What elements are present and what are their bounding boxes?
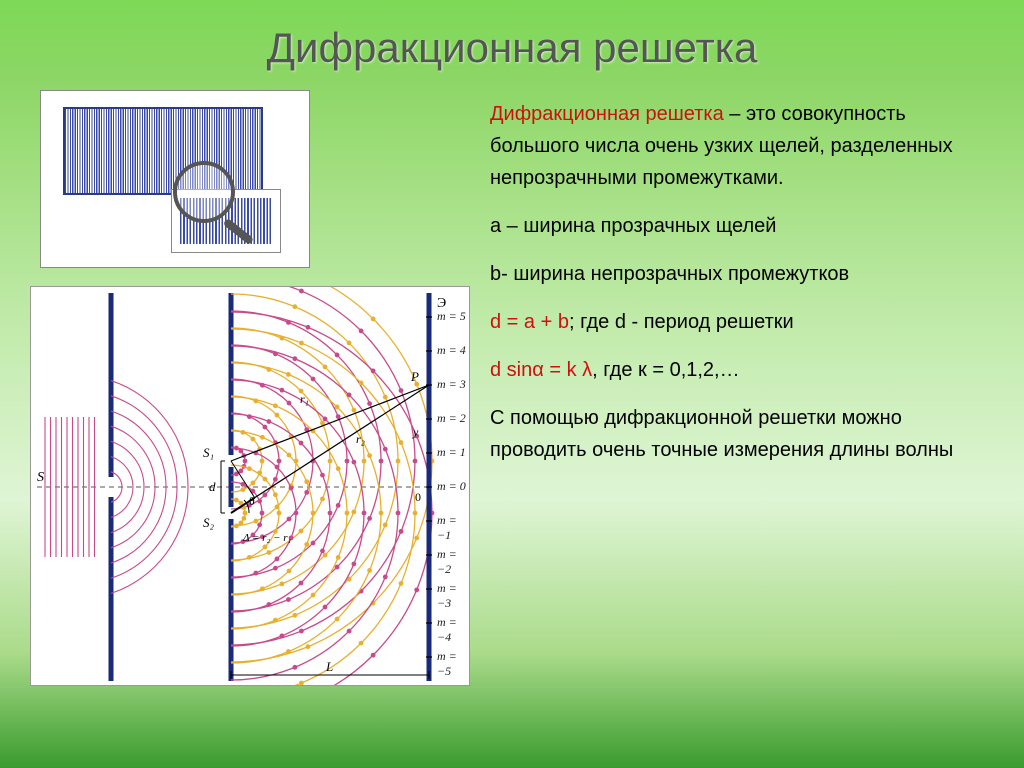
svg-text:L: L xyxy=(325,659,333,674)
svg-text:y: y xyxy=(412,425,419,439)
slide-title: Дифракционная решетка xyxy=(0,0,1024,72)
text-column: Дифракционная решетка – это совокупность… xyxy=(490,90,994,686)
b-label-paragraph: b- ширина непрозрачных промежутков xyxy=(490,258,994,290)
usage-paragraph: С помощью дифракционной решетки можно пр… xyxy=(490,402,994,466)
definition-paragraph: Дифракционная решетка – это совокупность… xyxy=(490,98,994,194)
period-rest: ; где d - период решетки xyxy=(569,311,794,333)
m-label: m = 3 xyxy=(437,377,466,392)
m-label: m = −4 xyxy=(437,615,469,645)
period-formula: d = a + b xyxy=(490,311,569,333)
m-label: m = 0 xyxy=(437,479,466,494)
svg-text:S: S xyxy=(37,470,44,485)
m-label: m = 4 xyxy=(437,343,466,358)
term: Дифракционная решетка xyxy=(490,103,724,125)
diffraction-diagram: SS₁S₂dЭPr₁r₂θΔ = r₂ − r₁y0L m = 5m = 4m … xyxy=(30,286,470,686)
m-label: m = 1 xyxy=(437,445,466,460)
grating-equation: d sinα = k λ xyxy=(490,359,592,381)
svg-text:r₁: r₁ xyxy=(300,392,309,406)
svg-text:d: d xyxy=(209,479,216,494)
m-label: m = 5 xyxy=(437,309,466,324)
svg-text:Δ = r₂ − r₁: Δ = r₂ − r₁ xyxy=(242,532,291,544)
left-column: SS₁S₂dЭPr₁r₂θΔ = r₂ − r₁y0L m = 5m = 4m … xyxy=(30,90,470,686)
magnifier-icon xyxy=(173,161,251,239)
a-label-paragraph: а – ширина прозрачных щелей xyxy=(490,210,994,242)
equation-paragraph: d sinα = k λ, где к = 0,1,2,… xyxy=(490,354,994,386)
m-label: m = −1 xyxy=(437,513,469,543)
svg-text:0: 0 xyxy=(415,490,421,504)
equation-rest: , где к = 0,1,2,… xyxy=(592,359,739,381)
period-paragraph: d = a + b; где d - период решетки xyxy=(490,306,994,338)
m-label: m = −2 xyxy=(437,547,469,577)
m-label: m = −5 xyxy=(437,649,469,679)
svg-text:P: P xyxy=(410,369,419,384)
svg-text:r₂: r₂ xyxy=(356,432,365,446)
svg-text:S₂: S₂ xyxy=(203,515,215,530)
svg-text:S₁: S₁ xyxy=(203,445,214,460)
grating-illustration xyxy=(40,90,310,268)
m-label: m = 2 xyxy=(437,411,466,426)
content-row: SS₁S₂dЭPr₁r₂θΔ = r₂ − r₁y0L m = 5m = 4m … xyxy=(0,72,1024,686)
m-label: m = −3 xyxy=(437,581,469,611)
